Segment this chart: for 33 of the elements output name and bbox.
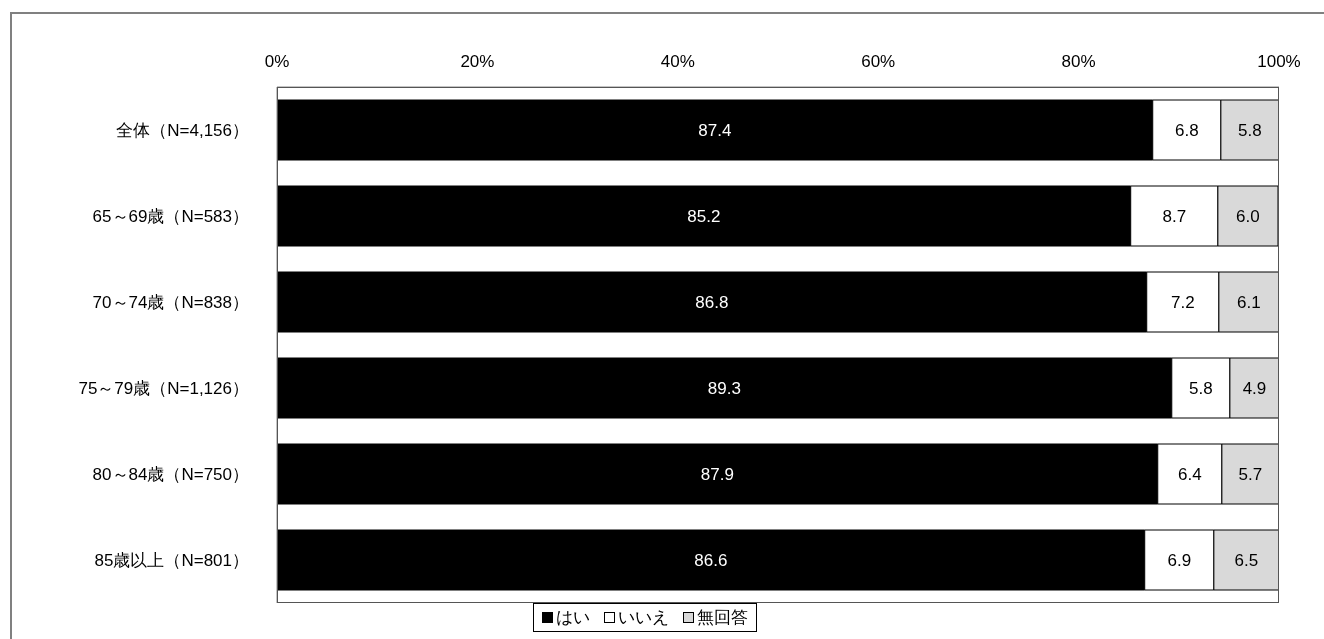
data-label: 87.9	[700, 465, 734, 485]
data-label: 6.5	[1234, 551, 1259, 571]
legend-label: いいえ	[617, 607, 669, 629]
data-label: 6.9	[1167, 551, 1192, 571]
data-label: 85.2	[687, 207, 721, 227]
data-label: 86.6	[694, 551, 728, 571]
data-label: 5.7	[1238, 465, 1263, 485]
data-label: 4.9	[1242, 379, 1267, 399]
data-label: 6.0	[1236, 207, 1260, 227]
x-tick-label: 40%	[660, 52, 695, 71]
x-tick-label: 100%	[1257, 52, 1301, 71]
x-tick-label: 0%	[264, 52, 290, 71]
data-label: 6.8	[1175, 121, 1199, 141]
data-label: 89.3	[707, 379, 741, 399]
legend-label: はい	[555, 607, 590, 629]
data-label: 6.1	[1237, 293, 1261, 313]
x-tick-label: 20%	[460, 52, 495, 71]
data-label: 5.8	[1238, 121, 1262, 141]
x-tick-label: 60%	[861, 52, 896, 71]
data-label: 6.4	[1178, 465, 1202, 485]
y-tick-label: 全体（N=4,156）	[116, 121, 249, 141]
data-label: 5.8	[1189, 379, 1213, 399]
legend-label: 無回答	[696, 607, 748, 629]
y-tick-label: 85歳以上（N=801）	[94, 551, 249, 571]
y-tick-label: 75～79歳（N=1,126）	[78, 379, 249, 399]
y-tick-label: 80～84歳（N=750）	[92, 465, 249, 485]
data-label: 86.8	[695, 293, 729, 313]
data-label: 7.2	[1170, 293, 1195, 313]
data-label: 8.7	[1162, 207, 1187, 227]
y-tick-label: 70～74歳（N=838）	[92, 293, 249, 313]
y-tick-label: 65～69歳（N=583）	[92, 207, 249, 227]
x-tick-label: 80%	[1061, 52, 1096, 71]
data-label: 87.4	[698, 121, 732, 141]
